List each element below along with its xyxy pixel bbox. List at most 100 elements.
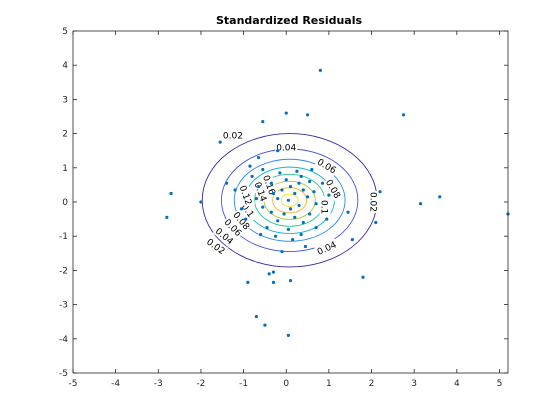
residual-point-27 [361,275,365,279]
residual-point-20 [271,270,276,274]
x-tick-label-8: 3 [411,379,417,389]
y-tick-label-1: -4 [59,335,68,345]
residual-point-9 [165,215,169,219]
contour-label-bg-6 [314,238,339,258]
residual-point-43 [301,188,305,192]
residual-point-32 [250,174,254,178]
chart-title: Standardized Residuals [216,14,363,27]
contour-label-bg-2 [314,155,340,176]
contour-label-bg-11 [237,198,260,223]
contour-label-bg-13 [252,179,271,204]
y-tick-label-2: -3 [59,301,68,311]
x-tick-label-4: -1 [239,379,248,389]
residual-point-28 [224,181,229,185]
contour-label-bg-7 [203,235,229,257]
residual-point-29 [233,188,237,192]
residual-point-31 [244,217,248,221]
residual-point-54 [269,210,273,214]
residual-point-8 [169,191,173,196]
residual-point-62 [327,193,331,197]
residual-point-50 [293,215,297,219]
residual-point-58 [286,227,290,231]
y-tick-label-3: -2 [59,266,68,276]
residual-point-16 [346,210,350,214]
residual-point-64 [254,196,258,201]
residual-point-56 [259,232,263,237]
contour-label-bg-1 [275,141,298,153]
residual-point-5 [218,140,222,144]
x-tick-label-10: 5 [497,379,503,389]
contour-0.16 [280,193,299,207]
residual-point-37 [280,188,284,192]
y-tick-label-9: 4 [62,61,68,71]
residual-point-0 [318,68,322,72]
contour-labels: 0.020.040.060.080.1 0.020.040.020.040.060… [203,129,380,258]
residual-point-10 [199,200,203,204]
residual-point-6 [276,149,280,153]
residual-point-49 [301,220,305,225]
residual-point-4 [401,113,406,117]
residual-point-68 [278,171,282,175]
contour-label-bg-9 [221,215,245,239]
residual-point-33 [261,167,265,172]
residual-point-25 [263,323,267,327]
contour-label-5: 0.02 [368,192,378,212]
residual-point-47 [314,202,318,206]
y-tick-label-4: -1 [59,232,68,242]
residual-point-53 [276,219,280,223]
residual-point-30 [239,207,244,211]
residual-point-59 [299,232,303,237]
residual-point-69 [291,238,295,242]
contour-label-bg-8 [212,224,237,248]
residual-point-44 [308,179,312,184]
contour-0.06 [233,158,346,242]
residual-point-57 [273,234,278,238]
y-tick-label-0: -5 [59,369,68,379]
residual-point-63 [325,217,329,221]
plot-area: 0.020.040.060.080.1 0.020.040.020.040.060… [59,27,510,389]
y-axis-ticks: -5 -4 -3 -2 -1 0 1 2 3 4 5 [59,27,508,379]
residual-point-38 [284,178,288,182]
y-tick-label-6: 1 [62,164,68,174]
contour-label-bg-0 [221,129,244,141]
residual-point-52 [282,212,286,216]
residual-point-13 [438,195,442,199]
residual-point-39 [288,185,293,189]
residual-point-51 [288,207,293,211]
contour-label-0: 0.02 [223,131,243,141]
contour-label-bg-14 [260,172,279,197]
residual-point-42 [299,174,303,178]
contour-label-1: 0.04 [276,143,296,153]
x-tick-label-3: -2 [196,379,205,389]
residual-point-23 [288,279,293,283]
residual-point-67 [310,167,314,172]
residual-point-35 [271,191,276,196]
residual-point-66 [295,169,299,173]
residual-point-24 [254,314,258,319]
residual-point-73 [286,198,290,202]
residual-point-74 [297,203,301,208]
contour-label-bg-5 [368,191,380,213]
contour-label-bg-10 [230,208,254,233]
residual-point-36 [276,196,280,201]
x-tick-label-0: -5 [69,379,78,389]
residual-point-71 [303,244,308,249]
contour-label-bg-4 [319,196,331,219]
x-tick-label-1: -4 [111,379,120,389]
contour-label-4: 0.1 [319,200,329,214]
scatter-points [165,68,510,337]
residual-point-2 [284,111,288,115]
residual-point-26 [286,333,290,337]
residual-point-15 [374,220,378,225]
residual-point-1 [261,120,265,124]
residual-point-46 [312,190,316,194]
residual-point-34 [269,181,273,185]
x-tick-label-5: 0 [283,379,289,389]
x-tick-label-9: 4 [454,379,460,389]
x-axis-ticks: -5 -4 -3 -2 -1 0 1 2 3 4 5 [69,31,503,389]
y-tick-label-8: 3 [62,95,68,105]
residual-point-48 [308,212,312,216]
residual-point-60 [314,226,318,230]
